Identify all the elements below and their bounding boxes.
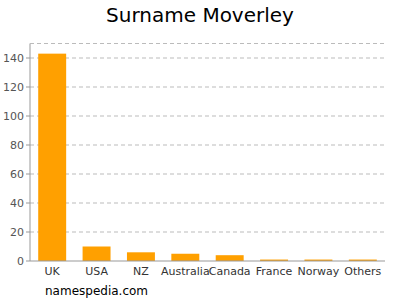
tick-label: 140 bbox=[3, 52, 24, 65]
source: namespedia.com bbox=[45, 284, 148, 298]
bar bbox=[127, 252, 155, 261]
tick-mark bbox=[26, 87, 30, 88]
category-label: Australia bbox=[161, 265, 210, 278]
category-label: NZ bbox=[133, 265, 149, 278]
bar bbox=[171, 254, 199, 261]
bar bbox=[216, 255, 244, 261]
tick-mark bbox=[26, 174, 30, 175]
tick-label: 0 bbox=[17, 255, 24, 268]
grid-line bbox=[30, 203, 385, 204]
tick-mark bbox=[26, 203, 30, 204]
tick-label: 100 bbox=[3, 110, 24, 123]
grid-line bbox=[30, 174, 385, 175]
tick-mark bbox=[26, 145, 30, 146]
grid-line bbox=[30, 58, 385, 59]
y-axis bbox=[30, 44, 31, 262]
tick-mark bbox=[26, 232, 30, 233]
x-axis bbox=[30, 261, 385, 262]
tick-mark bbox=[26, 261, 30, 262]
category-label: France bbox=[256, 265, 293, 278]
grid-line bbox=[30, 145, 385, 146]
grid-line bbox=[30, 87, 385, 88]
tick-mark bbox=[26, 116, 30, 117]
plot-top bbox=[30, 43, 385, 44]
category-label: Norway bbox=[298, 265, 340, 278]
tick-label: 120 bbox=[3, 81, 24, 94]
tick-label: 40 bbox=[10, 197, 24, 210]
category-label: USA bbox=[85, 265, 108, 278]
chart: Surname Moverley 0 20 40 60 80 100 120 140 UK USA N… bbox=[0, 0, 400, 300]
title: Surname Moverley bbox=[106, 3, 294, 27]
bar bbox=[38, 54, 66, 261]
tick-label: 60 bbox=[10, 168, 24, 181]
tick-mark bbox=[26, 58, 30, 59]
category-label: Others bbox=[344, 265, 381, 278]
grid-line bbox=[30, 232, 385, 233]
bars bbox=[38, 54, 377, 261]
category-label: Canada bbox=[209, 265, 251, 278]
tick-label: 20 bbox=[10, 226, 24, 239]
category-label: UK bbox=[45, 265, 61, 278]
chart-container: Surname Moverley 0 20 40 60 80 100 120 140 UK USA N… bbox=[0, 0, 400, 300]
bar bbox=[83, 247, 111, 262]
tick-label: 80 bbox=[10, 139, 24, 152]
grid-line bbox=[30, 116, 385, 117]
